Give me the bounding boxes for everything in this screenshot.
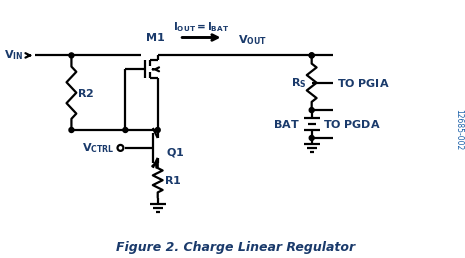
Text: $\mathbf{R2}$: $\mathbf{R2}$ [77,87,95,99]
Circle shape [309,108,314,112]
Text: $\mathbf{R_S}$: $\mathbf{R_S}$ [291,76,307,90]
Circle shape [309,53,314,58]
Circle shape [123,127,128,132]
Text: $\mathbf{TO\ PGIA}$: $\mathbf{TO\ PGIA}$ [337,77,390,89]
Circle shape [69,127,74,132]
Text: $\mathbf{Q1}$: $\mathbf{Q1}$ [166,146,184,159]
Text: $\mathbf{I_{OUT} = I_{BAT}}$: $\mathbf{I_{OUT} = I_{BAT}}$ [173,20,229,34]
Circle shape [309,135,314,140]
Circle shape [309,53,314,58]
Circle shape [155,127,160,132]
Text: $\mathbf{BAT}$: $\mathbf{BAT}$ [273,118,300,130]
Text: 12685-002: 12685-002 [454,109,463,151]
Text: $\mathbf{V_{OUT}}$: $\mathbf{V_{OUT}}$ [238,34,267,47]
Text: $\mathbf{TO\ PGDA}$: $\mathbf{TO\ PGDA}$ [324,118,381,130]
Text: Figure 2. Charge Linear Regulator: Figure 2. Charge Linear Regulator [116,241,355,254]
Circle shape [69,53,74,58]
Text: $\mathbf{M1}$: $\mathbf{M1}$ [145,31,165,43]
Text: $\mathbf{R1}$: $\mathbf{R1}$ [164,174,181,186]
Text: $\mathbf{V_{CTRL}}$: $\mathbf{V_{CTRL}}$ [82,141,114,155]
Text: $\mathbf{V_{IN}}$: $\mathbf{V_{IN}}$ [4,49,23,62]
